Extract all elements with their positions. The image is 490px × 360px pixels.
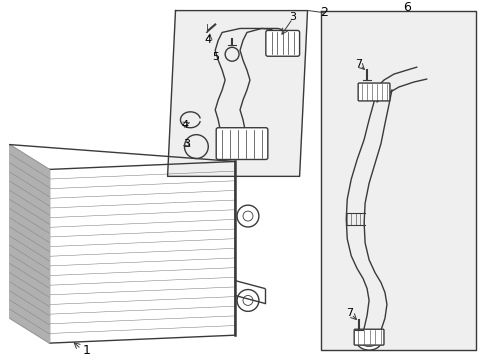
Text: 1: 1 bbox=[82, 343, 90, 356]
Text: 2: 2 bbox=[320, 6, 328, 19]
Polygon shape bbox=[168, 10, 308, 176]
Text: 7: 7 bbox=[345, 309, 353, 318]
Text: 6: 6 bbox=[403, 1, 411, 14]
Text: 7: 7 bbox=[356, 59, 363, 69]
FancyBboxPatch shape bbox=[216, 128, 268, 159]
Polygon shape bbox=[10, 145, 49, 343]
FancyBboxPatch shape bbox=[354, 329, 384, 345]
Text: 5: 5 bbox=[212, 52, 219, 62]
FancyBboxPatch shape bbox=[358, 83, 390, 101]
Text: 3: 3 bbox=[289, 12, 296, 22]
Text: 3: 3 bbox=[183, 139, 190, 149]
Ellipse shape bbox=[367, 87, 381, 97]
FancyBboxPatch shape bbox=[266, 31, 299, 56]
Text: 4: 4 bbox=[182, 120, 189, 130]
Polygon shape bbox=[49, 162, 235, 343]
Polygon shape bbox=[321, 10, 476, 350]
Text: 4: 4 bbox=[205, 35, 212, 45]
Ellipse shape bbox=[364, 85, 384, 99]
Ellipse shape bbox=[356, 330, 382, 350]
Ellipse shape bbox=[360, 334, 378, 347]
